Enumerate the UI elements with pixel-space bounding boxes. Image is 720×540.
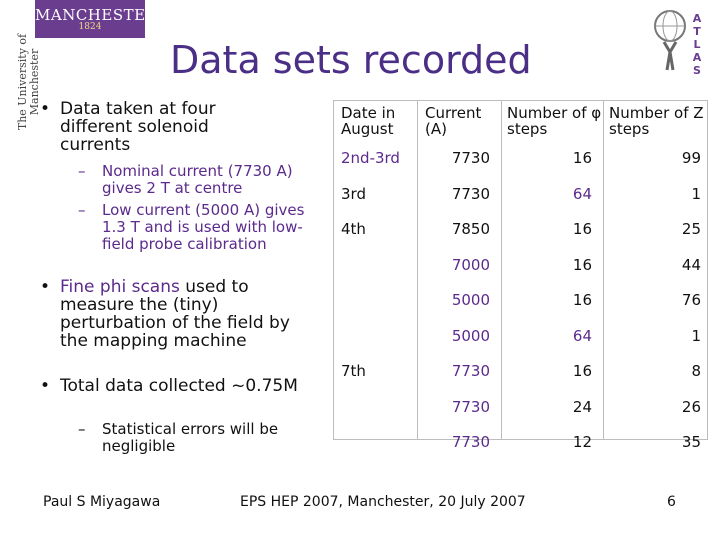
bullet-dot: •: [40, 277, 51, 297]
table-cell: 16: [572, 255, 592, 274]
table-cell: 7730: [451, 149, 490, 167]
bullet-total-data: • Total data collected ~0.75M: [40, 376, 300, 396]
table-header: Date in August: [341, 104, 396, 138]
table-border: [333, 439, 708, 440]
table-cell: 8: [691, 362, 701, 380]
table-border: [333, 100, 708, 101]
table-cell: 25: [681, 220, 701, 238]
table-cell: 64: [572, 184, 592, 203]
table-cell: 2nd-3rd: [341, 149, 400, 167]
footer-event: EPS HEP 2007, Manchester, 20 July 2007: [240, 494, 526, 510]
table-cell: 16: [572, 362, 592, 380]
table-cell: 64: [572, 326, 592, 345]
table-header: Current (A): [425, 104, 482, 138]
table-cell: 7850: [451, 220, 490, 238]
bullet-text: Total data collected ~0.75M: [60, 376, 298, 396]
table-header: Number of Z steps: [609, 104, 704, 138]
table-cell: 7th: [341, 362, 366, 380]
table-cell: 44: [681, 255, 701, 274]
atlas-letters: A T L A S: [690, 12, 704, 77]
table-cell: 7000: [451, 255, 490, 274]
table-cell: 35: [681, 433, 701, 451]
atlas-letter: S: [693, 64, 701, 77]
table-cell: 24: [572, 397, 592, 416]
table-cell: 16: [572, 149, 592, 167]
sub-text: Statistical errors will be negligible: [102, 420, 279, 455]
manchester-logo: MANCHESTER 1824: [35, 0, 158, 38]
dash: –: [78, 162, 86, 180]
table-cell: 5000: [451, 326, 490, 345]
sub-text: Nominal current (7730 A) gives 2 T at ce…: [102, 162, 293, 197]
bullet-dot: •: [40, 376, 51, 396]
table-cell: 16: [572, 220, 592, 238]
table-cell: 4th: [341, 220, 366, 238]
table-cell: 12: [572, 433, 592, 451]
table-cell: 1: [691, 326, 701, 345]
sub-low-current: – Low current (5000 A) gives 1.3 T and i…: [78, 201, 332, 253]
university-vertical-text: The University of Manchester: [16, 33, 41, 131]
logo-name: MANCHESTER: [35, 6, 158, 24]
bullet-highlight: Fine phi scans: [60, 277, 180, 297]
table-cell: 7730: [451, 397, 490, 416]
table-cell: 1: [691, 184, 701, 203]
bullet-fine-phi: • Fine phi scans used to measure the (ti…: [40, 277, 300, 351]
table-cell: 7730: [451, 433, 490, 451]
atlas-letter: A: [692, 51, 702, 64]
sub-text: Low current (5000 A) gives 1.3 T and is …: [102, 201, 305, 253]
footer-page-number: 6: [667, 494, 676, 510]
table-cell: 76: [681, 291, 701, 309]
table-cell: 7730: [451, 362, 490, 380]
atlas-letter: A: [692, 12, 702, 25]
table-border: [417, 100, 418, 440]
bullet-dot: •: [40, 99, 51, 119]
table-cell: 3rd: [341, 184, 366, 203]
table-cell: 5000: [451, 291, 490, 309]
logo-year: 1824: [78, 22, 102, 32]
bullet-text: used to measure the (tiny) perturbation …: [60, 277, 290, 351]
atlas-letter: L: [693, 38, 701, 51]
table-border: [603, 100, 604, 440]
table-cell: 16: [572, 291, 592, 309]
table-cell: 26: [681, 397, 701, 416]
bullet-text: Data taken at four different solenoid cu…: [60, 99, 216, 155]
atlas-letter: T: [693, 25, 701, 38]
sub-nominal-current: – Nominal current (7730 A) gives 2 T at …: [78, 162, 332, 197]
bullet-data-taken: • Data taken at four different solenoid …: [40, 99, 260, 155]
footer-author: Paul S Miyagawa: [43, 494, 161, 510]
table-border: [707, 100, 708, 440]
table-cell: 99: [681, 149, 701, 167]
table-cell: 7730: [451, 184, 490, 203]
atlas-figure-icon: [654, 10, 686, 71]
table-border: [501, 100, 502, 440]
dash: –: [78, 201, 86, 219]
table-border: [333, 100, 334, 440]
dash: –: [78, 420, 86, 438]
table-header: Number of φ steps: [507, 104, 602, 138]
slide-title: Data sets recorded: [170, 38, 532, 82]
data-table: Date in August Current (A) Number of φ s…: [333, 100, 708, 450]
sub-statistical: – Statistical errors will be negligible: [78, 420, 332, 455]
